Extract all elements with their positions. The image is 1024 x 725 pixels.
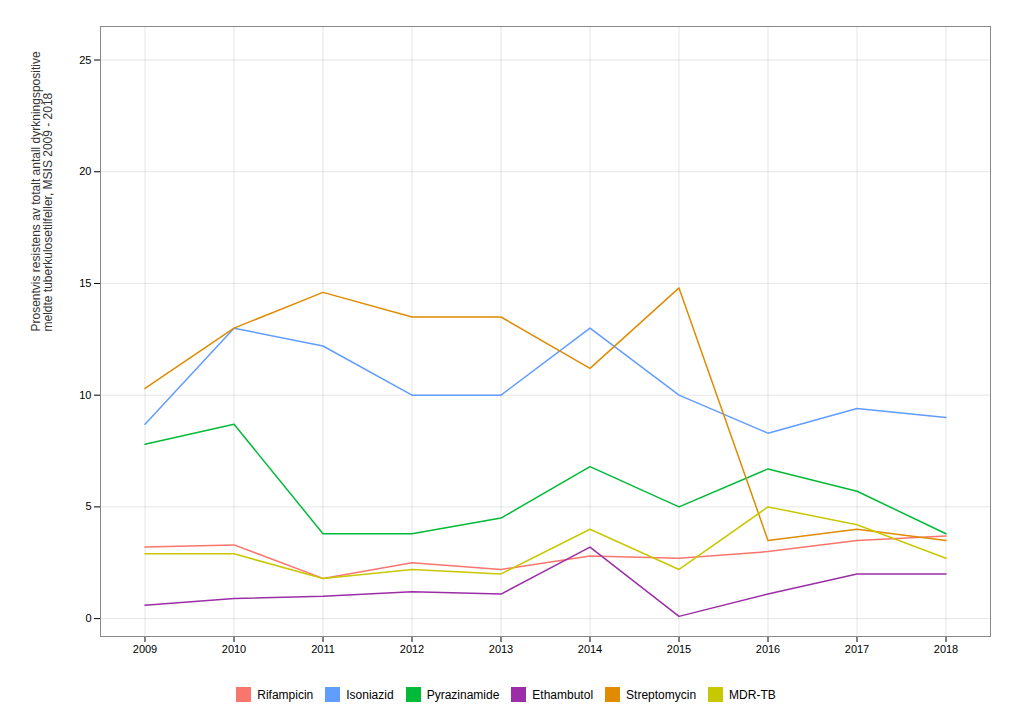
svg-text:2014: 2014: [578, 643, 602, 655]
html-text:Isoniazid: Isoniazid: [346, 687, 394, 702]
svg-text:10: 10: [79, 389, 91, 401]
html-text:Rifampicin: Rifampicin: [257, 687, 314, 702]
svg-text:2016: 2016: [756, 643, 780, 655]
html-text:Streptomycin: Streptomycin: [626, 687, 697, 702]
svg-text:Prosentvis resistens av totalt: Prosentvis resistens av totalt antall dy…: [29, 51, 55, 331]
svg-text:2009: 2009: [133, 643, 157, 655]
svg-text:2018: 2018: [934, 643, 958, 655]
html-text:Ethambutol: Ethambutol: [532, 687, 593, 702]
svg-text:2010: 2010: [222, 643, 246, 655]
html-text:MDR-TB: MDR-TB: [729, 687, 776, 702]
svg-text:2013: 2013: [489, 643, 513, 655]
svg-text:5: 5: [85, 500, 91, 512]
svg-text:2015: 2015: [667, 643, 691, 655]
svg-text:2012: 2012: [400, 643, 424, 655]
svg-text:2011: 2011: [311, 643, 335, 655]
svg-text:2017: 2017: [845, 643, 869, 655]
svg-text:25: 25: [79, 54, 91, 66]
svg-text:20: 20: [79, 165, 91, 177]
svg-text:15: 15: [79, 277, 91, 289]
svg-text:0: 0: [85, 612, 91, 624]
html-text:Pyrazinamide: Pyrazinamide: [426, 687, 500, 702]
